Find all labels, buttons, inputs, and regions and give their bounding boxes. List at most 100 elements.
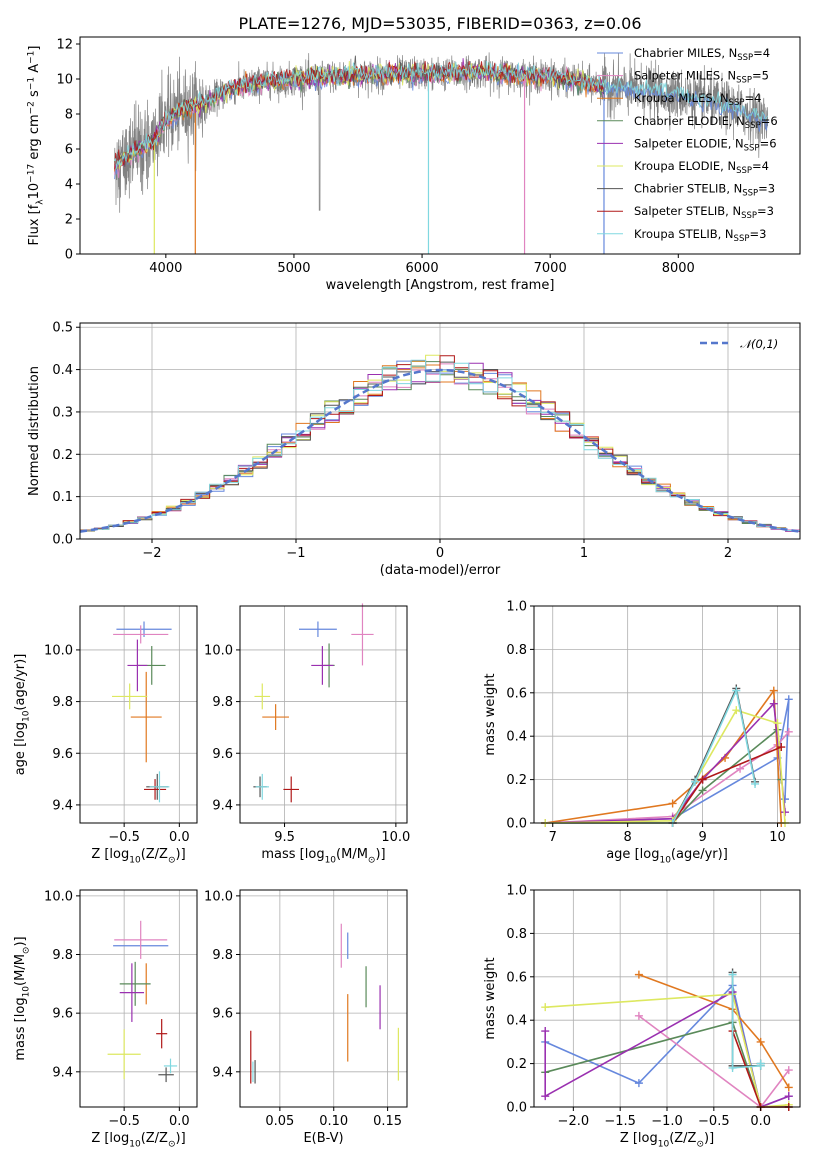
label-part: mass weight xyxy=(483,957,498,1039)
x-axis-label: (data-model)/error xyxy=(380,563,501,578)
label-part: Z [log xyxy=(91,847,129,862)
x-tick-label: −2 xyxy=(142,546,161,561)
label-part: (M/M xyxy=(13,954,28,986)
weight-marker xyxy=(698,786,707,795)
y-tick-label: 6 xyxy=(65,143,73,158)
label-part: A xyxy=(27,64,42,77)
x-tick-label: 0.10 xyxy=(319,1114,348,1129)
y-axis-label: Flux [fλ10−17 erg cm−2 s−1 A−1] xyxy=(27,46,46,246)
x-tick-label: −0.5 xyxy=(698,1114,730,1129)
label-part: −1 xyxy=(27,77,37,90)
legend-sub: SSP xyxy=(744,143,760,153)
label-part: 10 xyxy=(325,856,337,866)
weight-marker xyxy=(541,1092,550,1101)
y-axis-label: mass weight xyxy=(483,673,498,755)
label-part: (data-model)/error xyxy=(380,563,501,578)
label-part: )] xyxy=(176,847,186,862)
axes-frame xyxy=(79,36,801,255)
y-tick-label: 9.4 xyxy=(52,798,73,813)
x-tick-label: 4000 xyxy=(149,261,182,276)
x-axis-label: Z [log10(Z/Z⊙)] xyxy=(620,1131,714,1150)
label-part: ⊙ xyxy=(168,1140,176,1150)
y-tick-label: 0.0 xyxy=(506,1101,527,1116)
weight-marker xyxy=(732,706,741,715)
label-part: ] xyxy=(27,46,42,51)
weight-marker xyxy=(781,795,790,804)
label-part: ⊙ xyxy=(696,1140,704,1150)
y-axis-label: Normed distribution xyxy=(27,366,42,496)
legend-name: Salpeter ELODIE, N xyxy=(634,136,744,150)
x-tick-label: −1.5 xyxy=(604,1114,636,1129)
label-part: age [log xyxy=(606,847,659,862)
legend-suffix: =6 xyxy=(761,114,778,128)
x-tick-label: −2.0 xyxy=(558,1114,590,1129)
x-tick-label: 7 xyxy=(549,830,557,845)
label-part: 10 xyxy=(129,1140,141,1150)
axes-frame xyxy=(79,889,198,1108)
weight-marker xyxy=(634,1011,643,1020)
y-tick-label: 0.8 xyxy=(506,927,527,942)
x-axis-label: age [log10(age/yr)] xyxy=(606,847,728,866)
weight-marker xyxy=(728,1063,737,1072)
y-tick-label: 12 xyxy=(56,38,73,53)
weight-line xyxy=(671,688,756,824)
x-axis-label: E(B-V) xyxy=(303,1131,343,1146)
legend-suffix: =4 xyxy=(752,159,769,173)
label-part: 10 xyxy=(129,856,141,866)
y-tick-label: 9.8 xyxy=(212,948,233,963)
chart-title: PLATE=1276, MJD=53035, FIBERID=0363, z=0… xyxy=(238,14,641,33)
x-tick-label: 0 xyxy=(436,546,444,561)
x-tick-label: 0.0 xyxy=(750,1114,771,1129)
x-tick-label: 10.0 xyxy=(381,830,410,845)
y-tick-label: 10.0 xyxy=(44,643,73,658)
plot-area xyxy=(112,621,172,803)
label-part: (age/yr)] xyxy=(671,847,728,862)
axes-3: −0.5 0.09.49.69.810.0Z [log10(Z/Z⊙)]age [… xyxy=(13,605,198,866)
weight-marker xyxy=(769,699,778,708)
label-part: mass [log xyxy=(13,997,28,1060)
x-tick-label: −1.0 xyxy=(651,1114,683,1129)
x-tick-label: −1 xyxy=(286,546,305,561)
legend-sub: SSP xyxy=(745,121,761,131)
x-axis-label: mass [log10(M/M⊙)] xyxy=(261,847,385,866)
label-part: (M/M xyxy=(336,847,368,862)
label-part: E(B-V) xyxy=(303,1131,343,1146)
y-tick-label: 0.4 xyxy=(506,730,527,745)
axes-2: −2 −1 0 1 2 0.0 0.1 0.2 0.3 0.4 0.5 (data-model)/er… xyxy=(27,321,801,578)
y-tick-label: 0.6 xyxy=(506,970,527,985)
y-tick-label: 0.8 xyxy=(506,643,527,658)
legend-entry: Chabrier STELIB, NSSP=3 xyxy=(634,182,775,199)
y-tick-label: 9.6 xyxy=(212,747,233,762)
label-part: age [log xyxy=(13,722,28,775)
legend-name: Chabrier ELODIE, N xyxy=(634,114,745,128)
plot-area xyxy=(250,923,399,1084)
weight-marker xyxy=(756,1059,765,1068)
y-tick-label: 0.0 xyxy=(506,817,527,832)
x-axis-label: wavelength [Angstrom, rest frame] xyxy=(326,278,555,293)
y-axis-label: age [log10(age/yr)] xyxy=(13,654,32,776)
label-part: )] xyxy=(704,1131,714,1146)
label-part: )] xyxy=(176,1131,186,1146)
y-tick-label: 10.0 xyxy=(204,889,233,904)
y-tick-label: 1.0 xyxy=(506,884,527,899)
legend-name: Kroupa STELIB, N xyxy=(634,227,734,241)
x-tick-label: 8 xyxy=(624,830,632,845)
x-tick-label: 0.0 xyxy=(169,1114,190,1129)
legend-suffix: =3 xyxy=(757,204,774,218)
y-tick-label: 0.0 xyxy=(52,533,73,548)
axes-frame xyxy=(239,889,408,1108)
legend-suffix: =3 xyxy=(749,227,766,241)
axes-8: −2.0 −1.5 −1.0 −0.5 0.0 0.0 0.2 0.4 0.6 0.8 1.0 Z [… xyxy=(483,884,801,1150)
legend-entry: 𝒩(0,1) xyxy=(740,337,778,351)
gaussian-curve xyxy=(80,368,800,533)
weight-marker xyxy=(736,764,745,773)
label-part: Normed distribution xyxy=(27,366,42,496)
x-tick-label: −0.5 xyxy=(108,830,140,845)
legend-suffix: =4 xyxy=(753,46,770,60)
label-part: Flux [f xyxy=(27,204,42,245)
axes-frame xyxy=(239,605,408,824)
legend-suffix: =6 xyxy=(760,136,777,150)
x-tick-label: 6000 xyxy=(406,261,439,276)
y-tick-label: 9.8 xyxy=(212,695,233,710)
